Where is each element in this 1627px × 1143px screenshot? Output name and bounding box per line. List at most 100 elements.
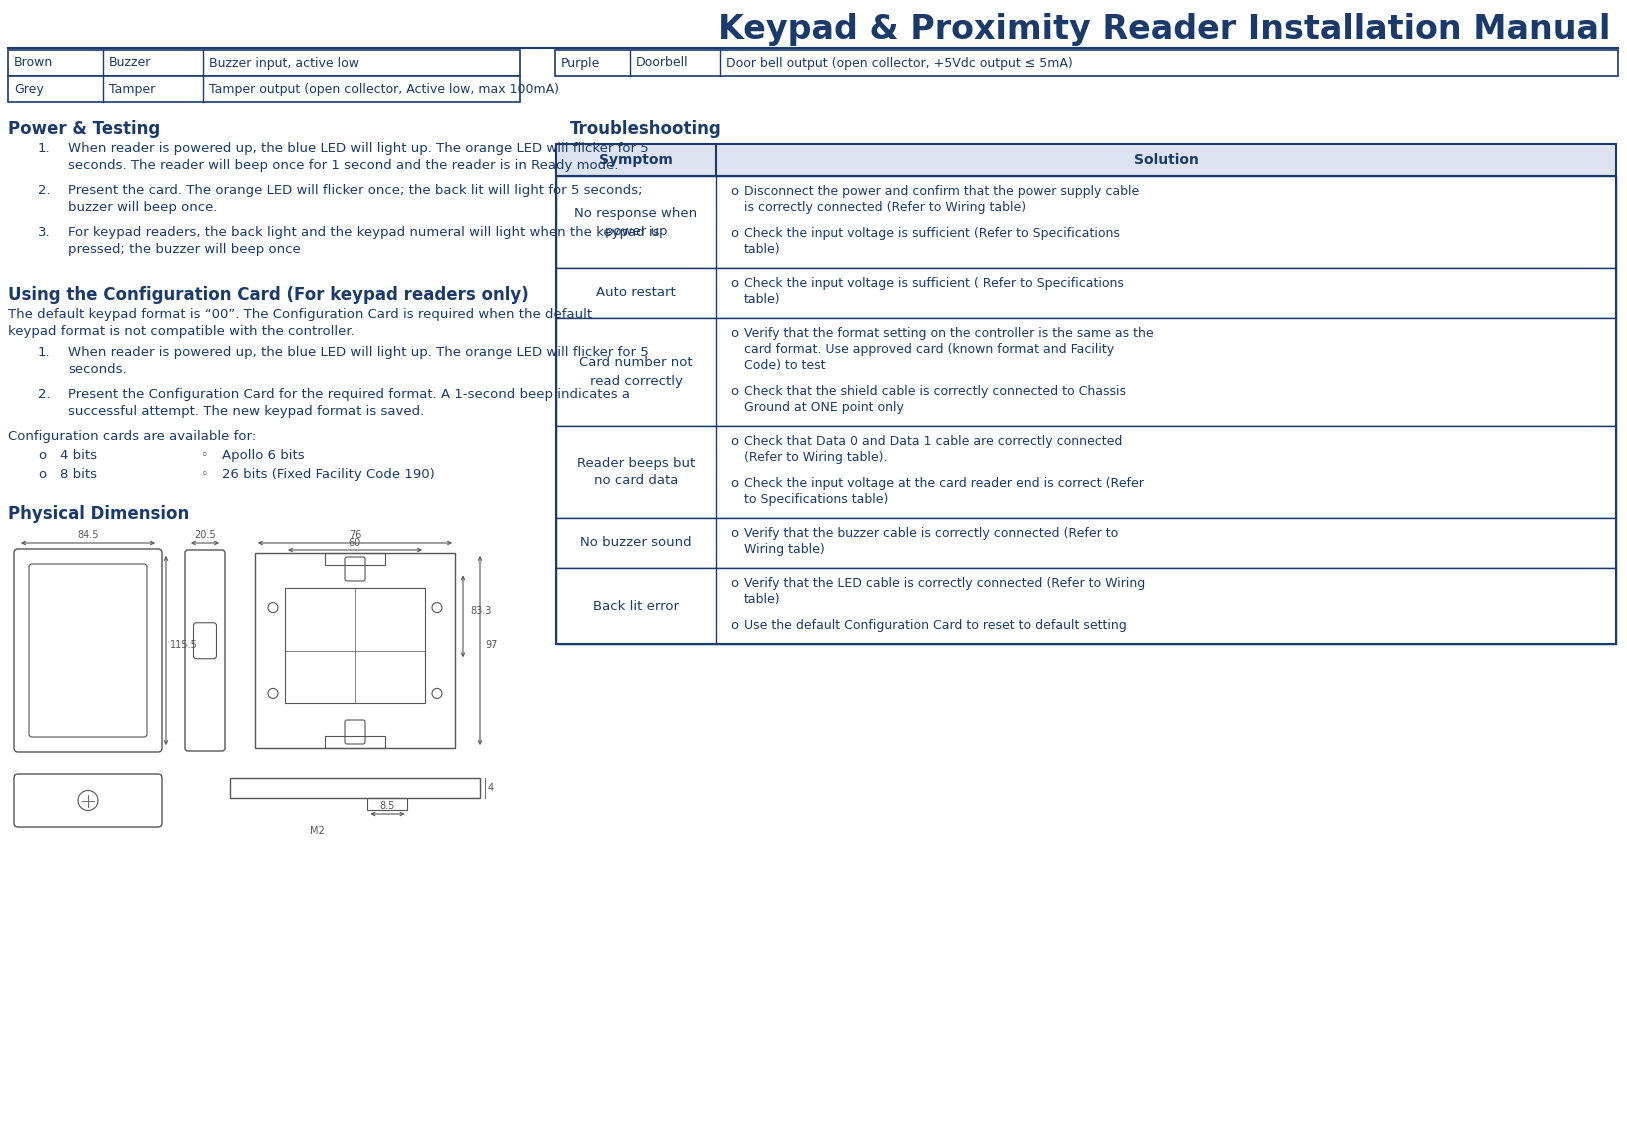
Bar: [556, 144, 1616, 176]
Text: Disconnect the power and confirm that the power supply cable: Disconnect the power and confirm that th…: [744, 185, 1139, 198]
Text: o: o: [731, 385, 739, 398]
Text: Solution: Solution: [1134, 153, 1199, 167]
Bar: [255, 553, 456, 748]
Bar: [8, 50, 521, 75]
Text: Keypad & Proximity Reader Installation Manual: Keypad & Proximity Reader Installation M…: [718, 13, 1611, 46]
Text: 97: 97: [486, 640, 498, 650]
Text: o: o: [731, 277, 739, 290]
Text: Door bell output (open collector, +5Vdc output ≤ 5mA): Door bell output (open collector, +5Vdc …: [726, 56, 1072, 70]
Text: Using the Configuration Card (For keypad readers only): Using the Configuration Card (For keypad…: [8, 286, 529, 304]
Text: Verify that the LED cable is correctly connected (Refer to Wiring: Verify that the LED cable is correctly c…: [744, 577, 1145, 590]
Bar: [325, 553, 386, 565]
Text: Tamper output (open collector, Active low, max 100mA): Tamper output (open collector, Active lo…: [208, 82, 560, 96]
Text: 84.5: 84.5: [76, 530, 99, 539]
Text: card format. Use approved card (known format and Facility: card format. Use approved card (known fo…: [744, 343, 1114, 355]
Text: Power & Testing: Power & Testing: [8, 120, 159, 138]
Bar: [556, 568, 1616, 644]
Text: Tamper: Tamper: [109, 82, 155, 96]
Text: ◦: ◦: [200, 449, 207, 462]
Text: to Specifications table): to Specifications table): [744, 493, 888, 506]
Text: o: o: [37, 467, 46, 481]
Text: Grey: Grey: [15, 82, 44, 96]
Text: Check the input voltage at the card reader end is correct (Refer: Check the input voltage at the card read…: [744, 477, 1144, 490]
Text: pressed; the buzzer will beep once: pressed; the buzzer will beep once: [68, 243, 301, 256]
Text: o: o: [731, 435, 739, 448]
Bar: [285, 588, 425, 703]
Text: When reader is powered up, the blue LED will light up. The orange LED will flick: When reader is powered up, the blue LED …: [68, 142, 649, 155]
Text: o: o: [731, 185, 739, 198]
Text: 83.3: 83.3: [470, 607, 491, 616]
Text: When reader is powered up, the blue LED will light up. The orange LED will flick: When reader is powered up, the blue LED …: [68, 346, 649, 359]
Text: 1.: 1.: [37, 142, 50, 155]
Text: 26 bits (Fixed Facility Code 190): 26 bits (Fixed Facility Code 190): [221, 467, 434, 481]
Bar: [368, 798, 407, 810]
Text: o: o: [731, 620, 739, 632]
Text: buzzer will beep once.: buzzer will beep once.: [68, 201, 218, 214]
Text: 8.5: 8.5: [379, 801, 395, 812]
Text: Symptom: Symptom: [599, 153, 674, 167]
Text: Check that Data 0 and Data 1 cable are correctly connected: Check that Data 0 and Data 1 cable are c…: [744, 435, 1123, 448]
Text: Present the card. The orange LED will flicker once; the back lit will light for : Present the card. The orange LED will fl…: [68, 184, 643, 197]
Text: Card number not
read correctly: Card number not read correctly: [579, 357, 693, 387]
Text: Check the input voltage is sufficient (Refer to Specifications: Check the input voltage is sufficient (R…: [744, 227, 1119, 240]
Text: (Refer to Wiring table).: (Refer to Wiring table).: [744, 451, 887, 464]
Text: 2.: 2.: [37, 387, 50, 401]
Text: The default keypad format is “00”. The Configuration Card is required when the d: The default keypad format is “00”. The C…: [8, 307, 592, 321]
Text: Use the default Configuration Card to reset to default setting: Use the default Configuration Card to re…: [744, 620, 1128, 632]
Text: 115.5: 115.5: [171, 640, 198, 650]
Text: M2: M2: [311, 826, 325, 836]
Text: Troubleshooting: Troubleshooting: [569, 120, 722, 138]
Text: Present the Configuration Card for the required format. A 1-second beep indicate: Present the Configuration Card for the r…: [68, 387, 630, 401]
Text: table): table): [744, 243, 781, 256]
Text: Physical Dimension: Physical Dimension: [8, 505, 189, 523]
Bar: [325, 736, 386, 748]
Text: o: o: [731, 577, 739, 590]
Text: Wiring table): Wiring table): [744, 543, 825, 555]
Text: o: o: [731, 327, 739, 339]
Text: o: o: [731, 477, 739, 490]
Text: For keypad readers, the back light and the keypad numeral will light when the ke: For keypad readers, the back light and t…: [68, 226, 659, 239]
Text: 8 bits: 8 bits: [60, 467, 98, 481]
Bar: [556, 176, 1616, 644]
Text: o: o: [731, 527, 739, 539]
Text: keypad format is not compatible with the controller.: keypad format is not compatible with the…: [8, 325, 355, 338]
Bar: [556, 318, 1616, 426]
Text: o: o: [731, 227, 739, 240]
Text: 76: 76: [348, 530, 361, 539]
Bar: [229, 778, 480, 798]
Text: ◦: ◦: [200, 467, 207, 481]
Text: table): table): [744, 293, 781, 306]
Text: 20.5: 20.5: [194, 530, 216, 539]
Text: is correctly connected (Refer to Wiring table): is correctly connected (Refer to Wiring …: [744, 201, 1027, 214]
Bar: [556, 176, 1616, 267]
Bar: [556, 267, 1616, 318]
Text: 3.: 3.: [37, 226, 50, 239]
Text: seconds.: seconds.: [68, 363, 127, 376]
Text: Back lit error: Back lit error: [592, 599, 678, 613]
Text: seconds. The reader will beep once for 1 second and the reader is in Ready mode.: seconds. The reader will beep once for 1…: [68, 159, 618, 171]
Text: No response when
power up: No response when power up: [574, 207, 698, 238]
Text: 4: 4: [488, 783, 495, 793]
Text: o: o: [37, 449, 46, 462]
Bar: [8, 75, 521, 102]
Text: Verify that the format setting on the controller is the same as the: Verify that the format setting on the co…: [744, 327, 1154, 339]
Text: successful attempt. The new keypad format is saved.: successful attempt. The new keypad forma…: [68, 405, 425, 418]
Text: Ground at ONE point only: Ground at ONE point only: [744, 401, 905, 414]
Text: Configuration cards are available for:: Configuration cards are available for:: [8, 430, 255, 443]
Text: Purple: Purple: [561, 56, 600, 70]
Text: table): table): [744, 593, 781, 606]
Text: Check the input voltage is sufficient ( Refer to Specifications: Check the input voltage is sufficient ( …: [744, 277, 1124, 290]
Bar: [556, 426, 1616, 518]
Text: Doorbell: Doorbell: [636, 56, 688, 70]
Text: 60: 60: [348, 538, 361, 547]
Text: Code) to test: Code) to test: [744, 359, 825, 371]
Text: Brown: Brown: [15, 56, 54, 70]
Text: Buzzer input, active low: Buzzer input, active low: [208, 56, 360, 70]
Text: 2.: 2.: [37, 184, 50, 197]
Text: No buzzer sound: No buzzer sound: [581, 536, 691, 550]
Bar: [555, 50, 1617, 75]
Text: Verify that the buzzer cable is correctly connected (Refer to: Verify that the buzzer cable is correctl…: [744, 527, 1118, 539]
Text: Buzzer: Buzzer: [109, 56, 151, 70]
Text: Check that the shield cable is correctly connected to Chassis: Check that the shield cable is correctly…: [744, 385, 1126, 398]
Text: 4 bits: 4 bits: [60, 449, 98, 462]
